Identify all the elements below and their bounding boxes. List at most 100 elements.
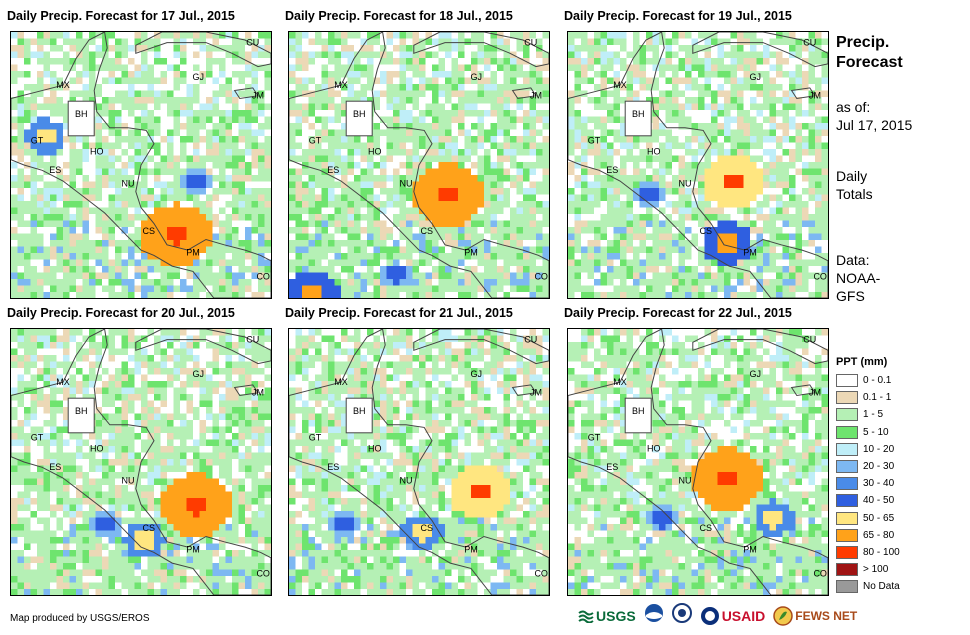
country-label-pm: PM (186, 247, 200, 257)
legend-rows: 0 - 0.1 0.1 - 1 1 - 5 5 - 10 10 - 20 20 - 30 3… (836, 372, 900, 595)
country-label-co: CO (256, 568, 270, 578)
legend-label: 20 - 30 (863, 461, 895, 473)
legend-swatch (836, 494, 858, 508)
legend-item: 10 - 20 (836, 441, 900, 458)
panel-title: Daily Precip. Forecast for 19 Jul., 2015 (564, 9, 792, 23)
country-label-gj: GJ (470, 369, 482, 379)
country-label-gj: GJ (192, 72, 204, 82)
totals-line2: Totals (836, 186, 873, 202)
country-label-cu: CU (524, 334, 537, 344)
country-label-pm: PM (464, 544, 478, 554)
belize-outline (624, 100, 652, 137)
country-label-jm: JM (809, 91, 821, 101)
legend-item: 20 - 30 (836, 458, 900, 475)
fewsnet-logo-text: FEWS NET (795, 608, 858, 623)
country-label-nu: NU (400, 475, 413, 485)
legend-swatch (836, 528, 858, 542)
cuba-outline (413, 329, 549, 365)
info-block: Precip. Forecast (836, 33, 903, 73)
precip-map: CU MX GJ JM BH GT HO ES NU CS PM CO (567, 328, 829, 596)
country-label-bh: BH (632, 406, 645, 416)
country-label-jm: JM (252, 388, 264, 398)
country-label-es: ES (49, 462, 61, 472)
legend-swatch (836, 563, 858, 577)
coastline (11, 32, 271, 298)
fewsnet-leaf-icon (773, 605, 793, 626)
cuba-outline (135, 32, 271, 68)
legend-label: > 100 (863, 564, 889, 576)
coastline (289, 32, 549, 298)
legend-swatch (836, 460, 858, 474)
country-label-mx: MX (613, 377, 627, 387)
jamaica-outline (790, 87, 816, 100)
country-label-ho: HO (90, 146, 104, 156)
country-label-cs: CS (143, 523, 156, 533)
legend-item: 0.1 - 1 (836, 389, 900, 406)
legend-title: PPT (mm) (836, 356, 888, 368)
legend-item: 65 - 80 (836, 527, 900, 544)
country-label-cs: CS (421, 226, 434, 236)
legend-swatch (836, 477, 858, 491)
country-label-es: ES (49, 165, 61, 175)
country-label-es: ES (606, 462, 618, 472)
totals-block: Daily Totals (836, 167, 873, 203)
legend-label: 40 - 50 (863, 495, 895, 507)
data-source-block: Data: NOAA- GFS (836, 251, 880, 305)
panel-title: Daily Precip. Forecast for 20 Jul., 2015 (7, 306, 235, 320)
asof-label: as of: (836, 99, 871, 115)
belize-outline (345, 100, 373, 137)
jamaica-outline (511, 384, 537, 397)
country-label-co: CO (534, 271, 548, 281)
country-label-gj: GJ (749, 369, 761, 379)
legend-swatch (836, 425, 858, 439)
data-source-line2: GFS (836, 288, 865, 304)
country-label-mx: MX (56, 80, 70, 90)
country-label-cs: CS (421, 523, 434, 533)
precip-map: CU MX GJ JM BH GT HO ES NU CS PM CO (288, 31, 550, 299)
legend-label: 5 - 10 (863, 426, 889, 438)
data-label: Data: (836, 252, 870, 268)
panel-title: Daily Precip. Forecast for 22 Jul., 2015 (564, 306, 792, 320)
country-label-bh: BH (75, 109, 88, 119)
legend-item: 40 - 50 (836, 492, 900, 509)
jamaica-outline (233, 87, 259, 100)
belize-outline (67, 100, 95, 137)
country-label-bh: BH (75, 406, 88, 416)
jamaica-outline (511, 87, 537, 100)
legend-label: 0.1 - 1 (863, 392, 892, 404)
coastline (11, 329, 271, 595)
country-label-co: CO (813, 271, 827, 281)
legend-swatch (836, 580, 858, 594)
country-label-gt: GT (588, 136, 601, 146)
country-label-jm: JM (809, 388, 821, 398)
country-label-pm: PM (743, 544, 757, 554)
country-label-cs: CS (700, 523, 713, 533)
legend-item: 80 - 100 (836, 544, 900, 561)
legend-item: > 100 (836, 561, 900, 578)
country-label-nu: NU (679, 475, 692, 485)
usaid-logo: USAID (700, 606, 765, 626)
legend-swatch (836, 391, 858, 405)
country-label-co: CO (813, 568, 827, 578)
country-label-ho: HO (368, 146, 382, 156)
country-label-mx: MX (56, 377, 70, 387)
country-label-cu: CU (246, 37, 259, 47)
legend-label: 50 - 65 (863, 512, 895, 524)
country-label-es: ES (327, 165, 339, 175)
country-label-es: ES (327, 462, 339, 472)
country-label-gj: GJ (749, 72, 761, 82)
panel-title: Daily Precip. Forecast for 17 Jul., 2015 (7, 9, 235, 23)
country-label-cs: CS (700, 226, 713, 236)
country-label-nu: NU (122, 178, 135, 188)
country-label-mx: MX (334, 80, 348, 90)
country-label-cs: CS (143, 226, 156, 236)
legend-swatch (836, 408, 858, 422)
data-source-line1: NOAA- (836, 270, 881, 286)
country-label-ho: HO (90, 443, 104, 453)
legend-label: 80 - 100 (863, 546, 900, 558)
country-label-cu: CU (524, 37, 537, 47)
country-label-cu: CU (246, 334, 259, 344)
country-label-mx: MX (334, 377, 348, 387)
cuba-outline (413, 32, 549, 68)
country-label-gt: GT (309, 433, 322, 443)
